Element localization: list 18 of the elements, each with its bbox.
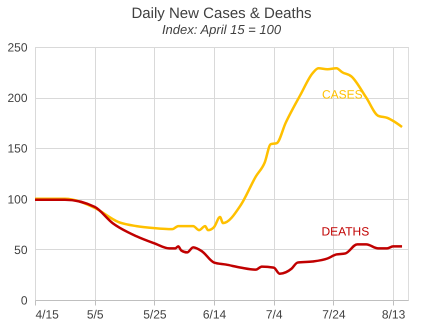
y-tick-label: 0 — [20, 294, 28, 308]
x-tick-label: 5/5 — [86, 308, 104, 322]
chart-title: Daily New Cases & Deaths — [131, 5, 312, 22]
y-tick-label: 50 — [14, 242, 28, 257]
x-tick-label: 7/4 — [266, 308, 283, 322]
y-tick-label: 200 — [7, 91, 28, 106]
line-series — [34, 198, 404, 275]
series-label: CASES — [322, 87, 363, 102]
y-tick-label: 150 — [7, 142, 28, 156]
y-tick-label: 250 — [7, 40, 28, 54]
x-tick-label: 7/24 — [322, 308, 346, 322]
chart-subtitle: Index: April 15 = 100 — [162, 22, 282, 37]
x-tick-label: 6/14 — [202, 308, 227, 322]
x-tick-label: 4/15 — [36, 308, 60, 322]
series-label: DEATHS — [321, 224, 370, 238]
x-tick-label: 8/13 — [382, 308, 406, 322]
y-tick-label: 100 — [7, 192, 28, 206]
x-tick-label: 5/25 — [143, 308, 167, 322]
